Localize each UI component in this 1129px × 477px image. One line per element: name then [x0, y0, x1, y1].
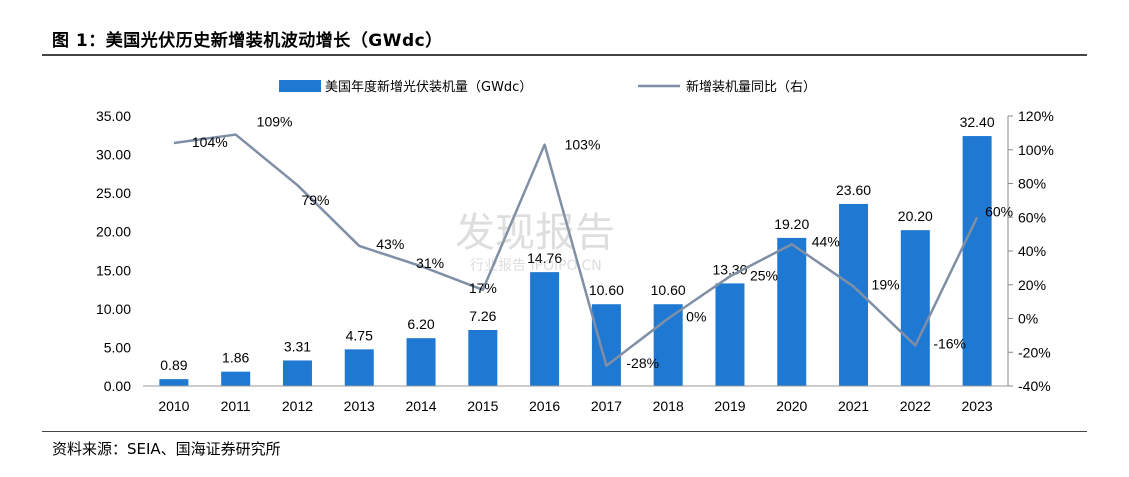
bar-2017	[591, 304, 621, 386]
legend-bar-swatch	[279, 80, 321, 92]
x-tick-label: 2014	[405, 398, 436, 414]
legend-bar-label: 美国年度新增光伏装机量（GWdc）	[325, 79, 532, 95]
bar-2012	[282, 360, 312, 386]
x-tick-label: 2021	[838, 398, 869, 414]
y-right-tick-label: 40%	[1018, 243, 1046, 259]
bar-2019	[715, 283, 745, 386]
x-tick-label: 2022	[900, 398, 931, 414]
yoy-value-label: -28%	[626, 355, 659, 371]
y-left-tick-label: 5.00	[104, 339, 131, 355]
y-left-tick-label: 35.00	[96, 108, 131, 124]
x-tick-label: 2012	[282, 398, 313, 414]
x-tick-label: 2023	[962, 398, 993, 414]
bar-value-label: 10.60	[651, 282, 686, 298]
bar-value-label: 19.20	[774, 216, 809, 232]
y-left-tick-label: 25.00	[96, 185, 131, 201]
y-right-tick-label: 0%	[1018, 311, 1038, 327]
y-left-tick-label: 15.00	[96, 262, 131, 278]
bar-2016	[530, 272, 560, 386]
yoy-value-label: 31%	[416, 255, 444, 271]
y-right-tick-label: 100%	[1018, 142, 1054, 158]
yoy-value-label: -16%	[933, 336, 966, 352]
figure-title: 图 1：美国光伏历史新增装机波动增长（GWdc）	[52, 31, 443, 51]
y-right-tick-label: 120%	[1018, 108, 1054, 124]
yoy-value-label: 43%	[376, 236, 404, 252]
yoy-value-label: 25%	[750, 267, 778, 283]
y-left-tick-label: 20.00	[96, 224, 131, 240]
yoy-value-label: 109%	[257, 114, 293, 130]
bar-2018	[653, 304, 683, 386]
yoy-value-label: 19%	[872, 276, 900, 292]
yoy-value-label: 60%	[985, 203, 1013, 219]
yoy-value-label: 104%	[192, 134, 228, 150]
bar-value-label: 13.30	[712, 261, 747, 277]
x-tick-label: 2020	[776, 398, 807, 414]
bar-value-label: 1.86	[222, 350, 249, 366]
x-tick-label: 2016	[529, 398, 560, 414]
bar-value-label: 32.40	[960, 114, 995, 130]
bar-value-label: 4.75	[346, 327, 373, 343]
bar-value-label: 20.20	[898, 208, 933, 224]
yoy-growth-line	[173, 133, 979, 367]
bar-2010	[159, 379, 189, 386]
bar-2022	[900, 230, 930, 386]
y-right-tick-label: 60%	[1018, 209, 1046, 225]
bar-2015	[468, 329, 498, 386]
x-tick-label: 2015	[467, 398, 498, 414]
title-divider	[42, 54, 1087, 56]
bar-value-label: 23.60	[836, 182, 871, 198]
y-right-tick-label: 80%	[1018, 176, 1046, 192]
source-divider	[42, 431, 1087, 432]
bar-value-label: 0.89	[160, 357, 187, 373]
y-right-tick-label: 20%	[1018, 277, 1046, 293]
y-right-tick-label: -40%	[1018, 378, 1051, 394]
bar-value-label: 7.26	[469, 308, 496, 324]
bar-value-label: 6.20	[407, 316, 434, 332]
y-left-tick-label: 0.00	[104, 378, 131, 394]
yoy-value-label: 103%	[565, 137, 601, 153]
x-tick-label: 2019	[714, 398, 745, 414]
yoy-value-label: 17%	[469, 280, 497, 296]
y-right-tick-label: -20%	[1018, 344, 1051, 360]
x-tick-label: 2011	[221, 398, 251, 414]
bar-value-label: 3.31	[284, 338, 311, 354]
yoy-value-label: 44%	[812, 233, 840, 249]
bar-value-label: 14.76	[527, 250, 562, 266]
bar-value-label: 10.60	[589, 282, 624, 298]
x-tick-label: 2018	[653, 398, 684, 414]
y-left-tick-label: 10.00	[96, 301, 131, 317]
y-left-tick-label: 30.00	[96, 147, 131, 163]
bar-2023	[962, 136, 992, 386]
x-tick-label: 2013	[344, 398, 375, 414]
bar-2011	[221, 371, 251, 386]
bar-2020	[777, 237, 807, 386]
source-note: 资料来源：SEIA、国海证券研究所	[52, 440, 281, 458]
legend-line-label: 新增装机量同比（右）	[686, 79, 816, 95]
bar-2014	[406, 338, 436, 386]
bar-2013	[344, 349, 374, 386]
yoy-value-label: 79%	[301, 192, 329, 208]
x-tick-label: 2017	[591, 398, 622, 414]
yoy-value-label: 0%	[686, 309, 706, 325]
x-tick-label: 2010	[158, 398, 189, 414]
